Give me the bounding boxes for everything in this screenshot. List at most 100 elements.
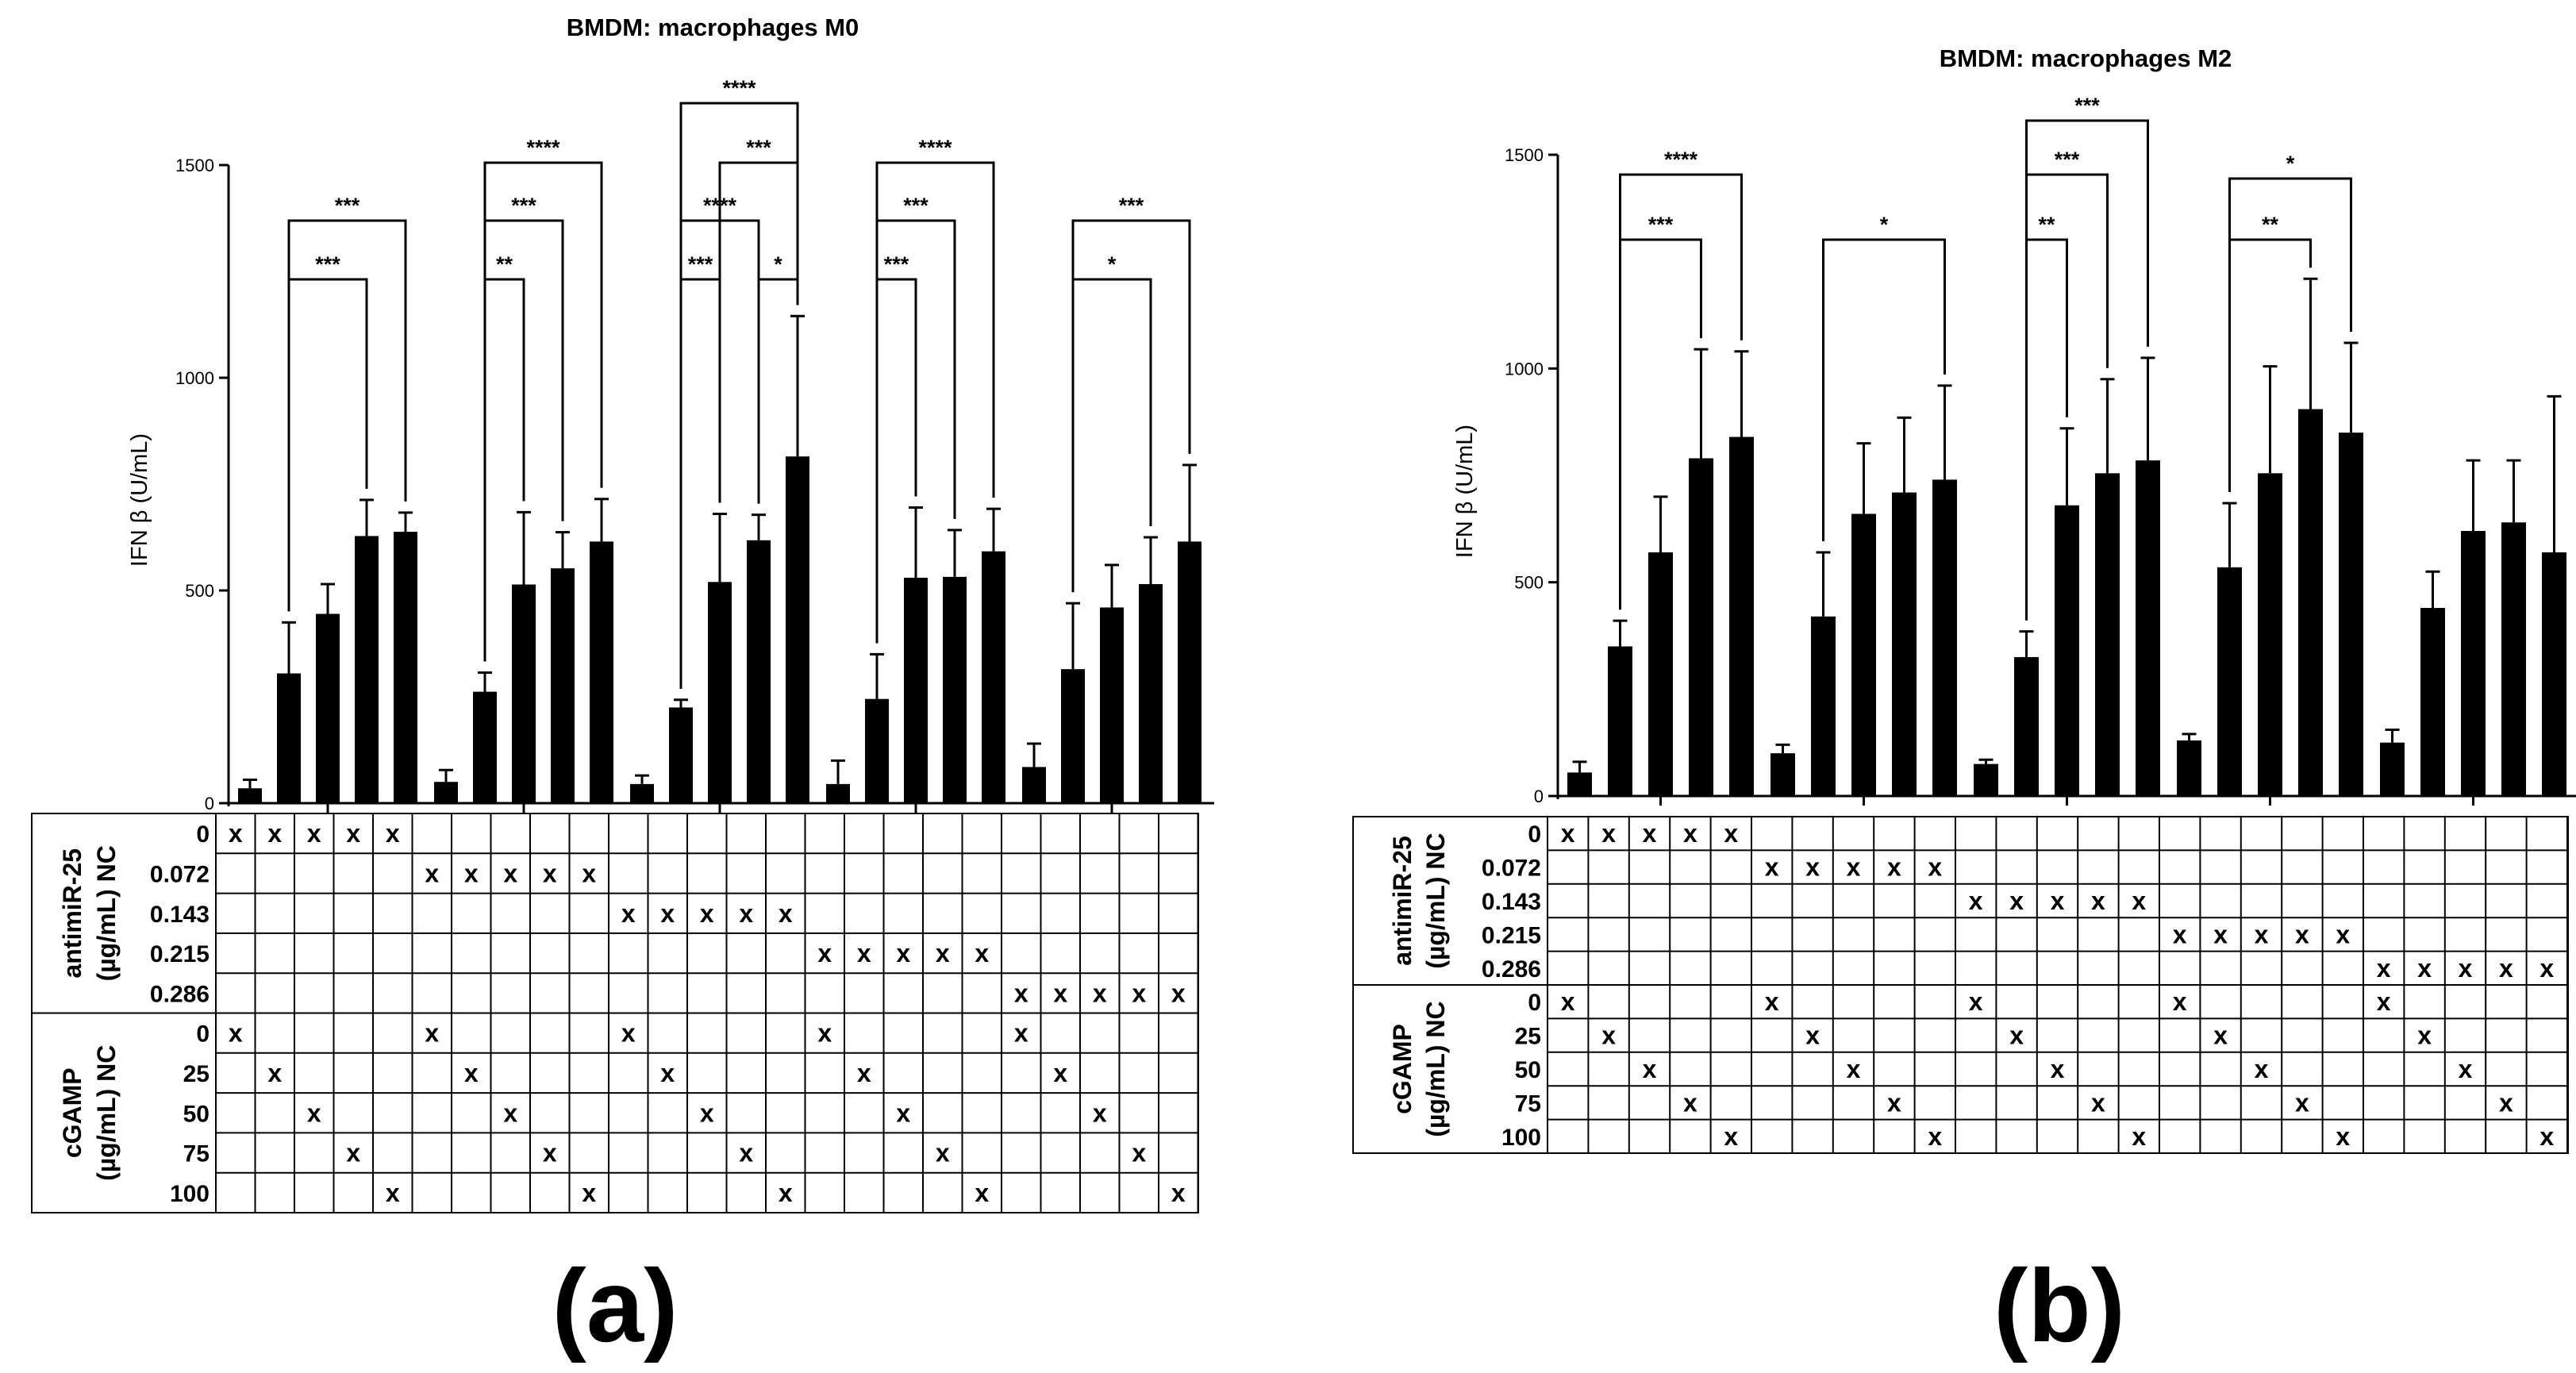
table-mark: x [2173, 987, 2187, 1016]
significance-label: * [1108, 252, 1117, 276]
table-row-label: 100 [1501, 1125, 1541, 1151]
table-mark: x [1765, 987, 1779, 1016]
significance-label: * [1880, 213, 1889, 237]
table-mark: x [2091, 1088, 2105, 1117]
y-tick-label: 1000 [175, 368, 214, 388]
bar [394, 532, 417, 803]
y-tick-label: 0 [1534, 786, 1544, 806]
bar [826, 783, 850, 803]
table-mark: x [817, 939, 832, 967]
table-mark: x [1093, 979, 1107, 1007]
table-mark: x [700, 899, 714, 928]
significance-bracket [483, 161, 603, 662]
table-mark: x [267, 819, 282, 848]
table-mark: x [1969, 886, 1983, 915]
table-row-label: 100 [170, 1181, 210, 1207]
table-mark: x [2132, 886, 2146, 915]
table-mark: x [346, 819, 360, 848]
bar [1022, 767, 1046, 803]
table-row-label: 0.072 [150, 861, 210, 887]
bar [2136, 460, 2160, 796]
table-mark: x [660, 899, 675, 928]
table-mark: x [1969, 987, 1983, 1016]
table-mark: x [582, 1179, 596, 1207]
bar [473, 691, 497, 803]
significance-bracket [1822, 238, 1946, 541]
bar [2055, 505, 2079, 796]
bar [1061, 669, 1085, 803]
table-mark: x [2051, 886, 2065, 915]
bar [2095, 473, 2120, 796]
table-row-label: 0.215 [150, 941, 210, 967]
table-mark: x [2295, 1088, 2309, 1117]
bar [355, 536, 379, 803]
table-mark: x [2459, 954, 2473, 983]
bar [1608, 646, 1632, 796]
significance-label: ** [2038, 213, 2055, 237]
table-mark: x [1053, 1059, 1067, 1087]
significance-bracket [1071, 219, 1191, 593]
table-mark: x [857, 1059, 871, 1087]
bar [943, 576, 967, 803]
table-row-label: 0 [196, 1021, 210, 1048]
significance-label: *** [1648, 213, 1674, 237]
table-mark: x [817, 1019, 832, 1048]
bar [2420, 607, 2445, 796]
table-row-label: 0 [196, 821, 210, 848]
significance-bracket [875, 161, 995, 644]
y-tick-label: 0 [205, 794, 214, 813]
table-mark: x [779, 1179, 793, 1207]
table-mark: x [779, 899, 793, 928]
table-mark: x [975, 939, 989, 967]
significance-label: *** [903, 194, 929, 217]
bar [2258, 473, 2282, 796]
significance-bracket [287, 219, 407, 612]
bar [904, 577, 928, 803]
bar [1648, 552, 1673, 796]
bar [434, 782, 458, 803]
table-mark: x [2295, 920, 2309, 948]
table-mark: x [2009, 1021, 2024, 1050]
table-mark: x [229, 1019, 243, 1048]
table-mark: x [2499, 1088, 2513, 1117]
table-group-label: antimiR-25 [1388, 836, 1417, 966]
table-row-label: 50 [183, 1101, 210, 1127]
table-mark: x [739, 1139, 753, 1167]
bar [277, 673, 301, 803]
bar [2298, 409, 2323, 796]
bar [2380, 742, 2405, 796]
table-group-label: (µg/mL) NC [92, 1045, 121, 1181]
table-mark: x [386, 819, 400, 848]
table-row-label: 25 [183, 1061, 210, 1087]
table-mark: x [425, 859, 439, 887]
bar [982, 551, 1005, 803]
table-mark: x [1132, 979, 1146, 1007]
table-mark: x [936, 939, 950, 967]
y-tick-label: 1000 [1505, 359, 1544, 379]
table-mark: x [2173, 920, 2187, 948]
bar [238, 788, 262, 803]
table-mark: x [2091, 886, 2105, 915]
y-axis-label: IFN β (U/mL) [127, 433, 152, 567]
table-mark: x [857, 939, 871, 967]
significance-label: *** [2074, 94, 2100, 117]
significance-bracket [679, 102, 799, 689]
table-mark: x [1561, 987, 1575, 1016]
significance-label: *** [688, 252, 713, 276]
table-mark: x [543, 1139, 557, 1167]
table-row-label: 75 [1515, 1090, 1541, 1117]
significance-label: *** [746, 136, 771, 160]
bar [708, 582, 732, 803]
bar [1178, 541, 1201, 803]
bar [1689, 458, 1713, 796]
table-row-label: 0.286 [150, 981, 210, 1007]
bar [551, 568, 575, 803]
bar [2542, 552, 2566, 796]
table-mark: x [386, 1179, 400, 1207]
table-mark: x [2539, 954, 2554, 983]
bar [2461, 531, 2486, 796]
bar [1851, 513, 1876, 796]
table-mark: x [1683, 1088, 1697, 1117]
